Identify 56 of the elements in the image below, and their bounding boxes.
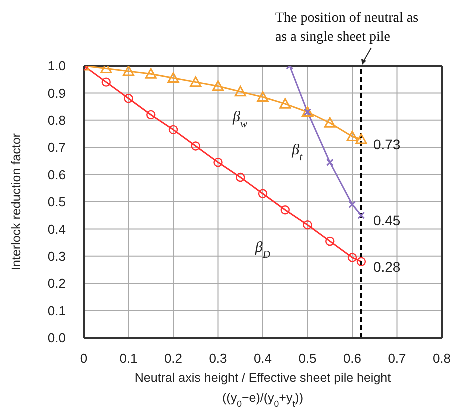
point — [324, 117, 336, 128]
y-tick-label: 0.9 — [48, 86, 66, 101]
point — [326, 236, 335, 246]
y-tick-label: 0.3 — [48, 249, 66, 264]
point — [190, 76, 202, 88]
y-tick-label: 0.4 — [48, 222, 66, 237]
series-label: β$_{t}$ — [291, 142, 304, 164]
x-tick-label: 0.8 — [432, 351, 452, 366]
y-tick-label: 0.1 — [48, 303, 66, 318]
point — [348, 253, 358, 262]
data-label: 0.73 — [373, 136, 401, 152]
point — [191, 142, 200, 151]
y-tick-label: 0.8 — [48, 113, 66, 128]
point — [168, 125, 178, 135]
series-label: β$_{D}$ — [254, 240, 271, 261]
y-tick-label: 0.2 — [48, 276, 66, 292]
point — [303, 220, 312, 230]
point — [124, 94, 134, 104]
ref-line-label: The position of neutral as as a single sheet pile — [275, 11, 419, 45]
series-label: β$_{w}$ — [232, 109, 248, 130]
point — [356, 257, 366, 266]
x-tick-label: 0.5 — [298, 351, 317, 366]
point — [280, 206, 290, 215]
y-tick-label: 1.0 — [48, 58, 66, 74]
x-tick-label: 0.2 — [164, 351, 183, 366]
x-tick-label: 0 — [80, 351, 88, 366]
point — [102, 78, 111, 87]
point — [258, 189, 268, 198]
point — [123, 66, 134, 76]
point — [346, 130, 358, 142]
y-tick-label: 0.5 — [48, 194, 66, 210]
x-tick-label: 0.1 — [120, 351, 138, 366]
x-tick-label: 0.7 — [388, 351, 406, 366]
point — [326, 158, 334, 166]
y-tick-label: 0.0 — [48, 330, 66, 346]
data-label: 0.45 — [373, 212, 401, 229]
point — [280, 98, 292, 109]
point — [214, 158, 223, 168]
point — [145, 68, 157, 79]
y-tick-label: 0.6 — [48, 167, 66, 182]
data-label: 0.28 — [373, 258, 401, 275]
point — [348, 200, 356, 208]
point — [146, 110, 156, 120]
y-tick-label: 0.7 — [48, 140, 66, 156]
point — [234, 86, 246, 97]
y-axis-title: Interlock reduction factor — [9, 134, 24, 270]
point — [358, 212, 366, 220]
point — [257, 92, 269, 102]
x-tick-label: 0.6 — [343, 351, 362, 366]
point — [212, 80, 224, 92]
x-axis-title: Neutral axis height / Effective sheet pile height ((y$_{0}$−e)/(y$_{0}$+y$_{t}$)) — [134, 371, 392, 407]
point — [168, 72, 180, 83]
point — [236, 172, 246, 182]
point — [356, 134, 368, 144]
x-tick-label: 0.4 — [254, 351, 272, 366]
x-tick-label: 0.3 — [209, 351, 228, 366]
